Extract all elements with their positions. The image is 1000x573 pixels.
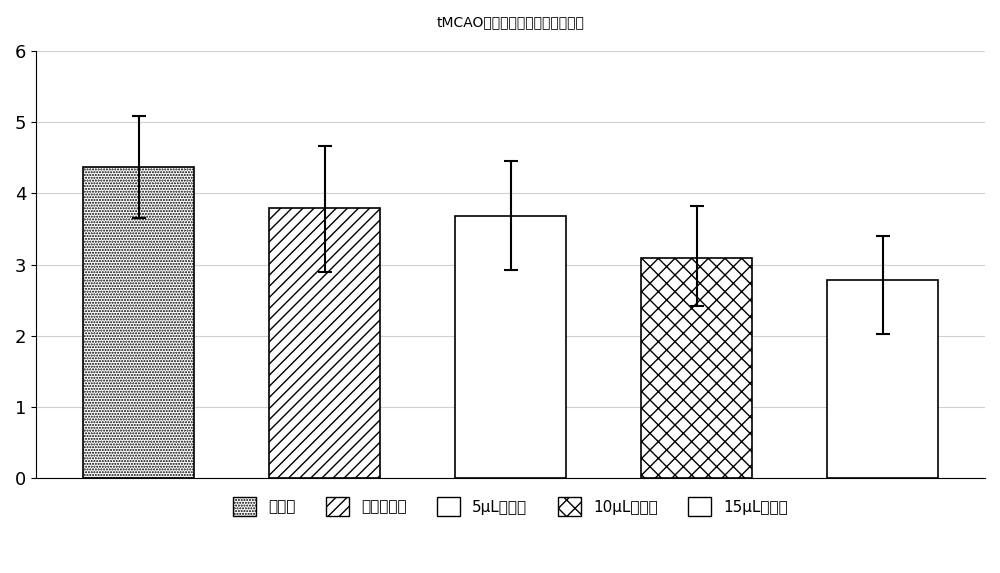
- Legend: 模型组, 阳性对照组, 5μL给药组, 10μL给药组, 15μL给药组: 模型组, 阳性对照组, 5μL给药组, 10μL给药组, 15μL给药组: [227, 491, 794, 522]
- Bar: [827, 280, 938, 478]
- Bar: [641, 257, 752, 478]
- Bar: [83, 167, 194, 478]
- Title: tMCAO小鼠神经功能障碍评分结果: tMCAO小鼠神经功能障碍评分结果: [437, 15, 585, 29]
- Bar: [455, 216, 566, 478]
- Bar: [269, 207, 380, 478]
